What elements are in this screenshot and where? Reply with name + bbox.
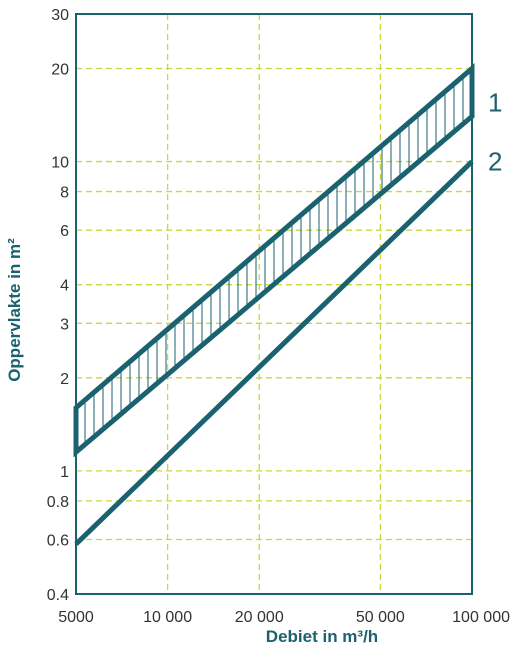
tick-labels: 30 20 10 8 6 4 3 2 1 0.8 0.6 0.4 5000 10 000 20 000 50 … bbox=[47, 7, 510, 626]
y-tick-label: 3 bbox=[60, 316, 69, 333]
y-tick-label: 0.6 bbox=[47, 533, 69, 550]
y-tick-label: 30 bbox=[51, 7, 69, 24]
x-tick-label: 50 000 bbox=[356, 609, 405, 626]
y-tick-label: 1 bbox=[60, 464, 69, 481]
series-label: 2 bbox=[488, 147, 502, 177]
axes bbox=[75, 13, 473, 595]
series-labels: 12 bbox=[488, 88, 502, 177]
band-hatch bbox=[84, 76, 464, 445]
y-tick-label: 2 bbox=[60, 371, 69, 388]
series-lines bbox=[73, 63, 475, 546]
y-tick-label: 6 bbox=[60, 223, 69, 240]
y-tick-label: 20 bbox=[51, 61, 69, 78]
x-tick-label: 100 000 bbox=[452, 609, 510, 626]
x-axis-title: Debiet in m³/h bbox=[266, 627, 378, 646]
x-tick-label: 10 000 bbox=[143, 609, 192, 626]
y-tick-label: 4 bbox=[60, 278, 69, 295]
y-tick-label: 0.8 bbox=[47, 494, 69, 511]
y-axis-title: Oppervlakte in m² bbox=[5, 238, 24, 382]
grid bbox=[76, 14, 472, 594]
y-tick-label: 10 bbox=[51, 155, 69, 172]
y-tick-label: 8 bbox=[60, 185, 69, 202]
plot-frame bbox=[75, 13, 473, 595]
x-tick-label: 20 000 bbox=[235, 609, 284, 626]
series-label: 1 bbox=[488, 88, 502, 118]
series-line bbox=[74, 159, 474, 546]
x-tick-label: 5000 bbox=[58, 609, 94, 626]
y-tick-label: 0.4 bbox=[47, 587, 69, 604]
